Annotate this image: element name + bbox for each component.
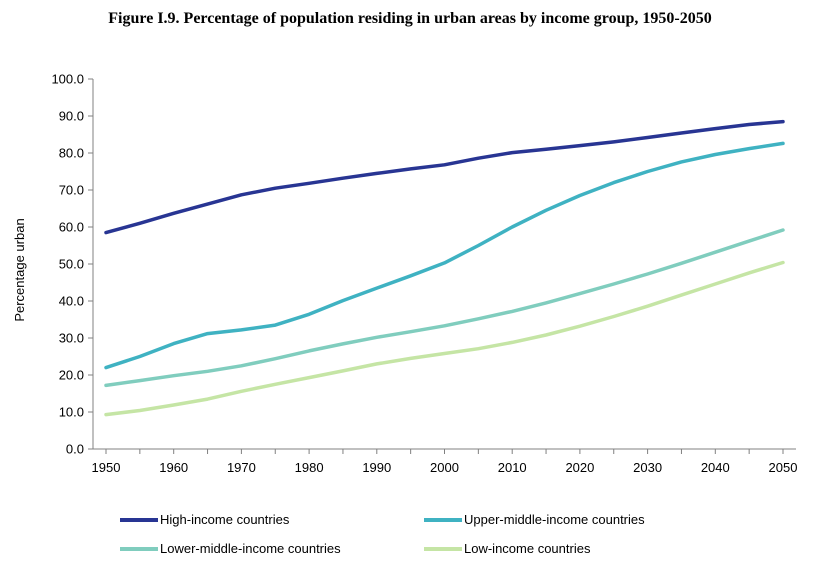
x-tick-label: 1950: [92, 460, 121, 475]
y-tick-label: 40.0: [59, 294, 84, 309]
legend-swatch: [120, 546, 158, 551]
x-tick-label: 2010: [498, 460, 527, 475]
y-tick-label: 70.0: [59, 183, 84, 198]
legend-swatch: [424, 517, 462, 522]
axes: 0.0 10.0 20.0 30.0 40.0 50.0 60.0 70.0 80.0 90.0 1…: [51, 72, 797, 476]
x-tick-label: 2040: [701, 460, 730, 475]
legend-label: High-income countries: [160, 512, 290, 527]
y-tick-label: 0.0: [66, 442, 84, 457]
legend-item: High-income countries: [120, 512, 289, 527]
legend-item: Lower-middle-income countries: [120, 541, 341, 556]
series-layer: [104, 119, 785, 417]
legend-swatch: [424, 546, 462, 551]
chart-title: Figure I.9. Percentage of population res…: [108, 10, 712, 27]
x-tick-label: 1960: [159, 460, 188, 475]
legend-label: Upper-middle-income countries: [464, 512, 645, 527]
y-tick-label: 50.0: [59, 257, 84, 272]
x-tick-label: 1970: [227, 460, 256, 475]
series-line-4: [104, 260, 785, 417]
series-line-1: [104, 119, 785, 235]
x-tick-label: 1990: [362, 460, 391, 475]
y-axis-label: Percentage urban: [12, 218, 27, 321]
x-tick-label: 2020: [565, 460, 594, 475]
y-tick-label: 60.0: [59, 220, 84, 235]
y-tick-label: 100.0: [51, 72, 84, 87]
x-tick-label: 2030: [633, 460, 662, 475]
x-tick-label: 2000: [430, 460, 459, 475]
legend-item: Low-income countries: [424, 541, 590, 556]
y-tick-label: 20.0: [59, 368, 84, 383]
y-tick-label: 80.0: [59, 146, 84, 161]
x-tick-label: 1980: [295, 460, 324, 475]
legend-swatch: [120, 517, 158, 522]
y-tick-label: 90.0: [59, 109, 84, 124]
legend-label: Lower-middle-income countries: [160, 541, 341, 556]
y-tick-label: 10.0: [59, 405, 84, 420]
x-tick-label: 2050: [769, 460, 798, 475]
legend-label: Low-income countries: [464, 541, 591, 556]
series-line-3: [104, 228, 785, 388]
legend-item: Upper-middle-income countries: [424, 512, 645, 527]
y-tick-label: 30.0: [59, 331, 84, 346]
series-line-2: [104, 141, 785, 370]
